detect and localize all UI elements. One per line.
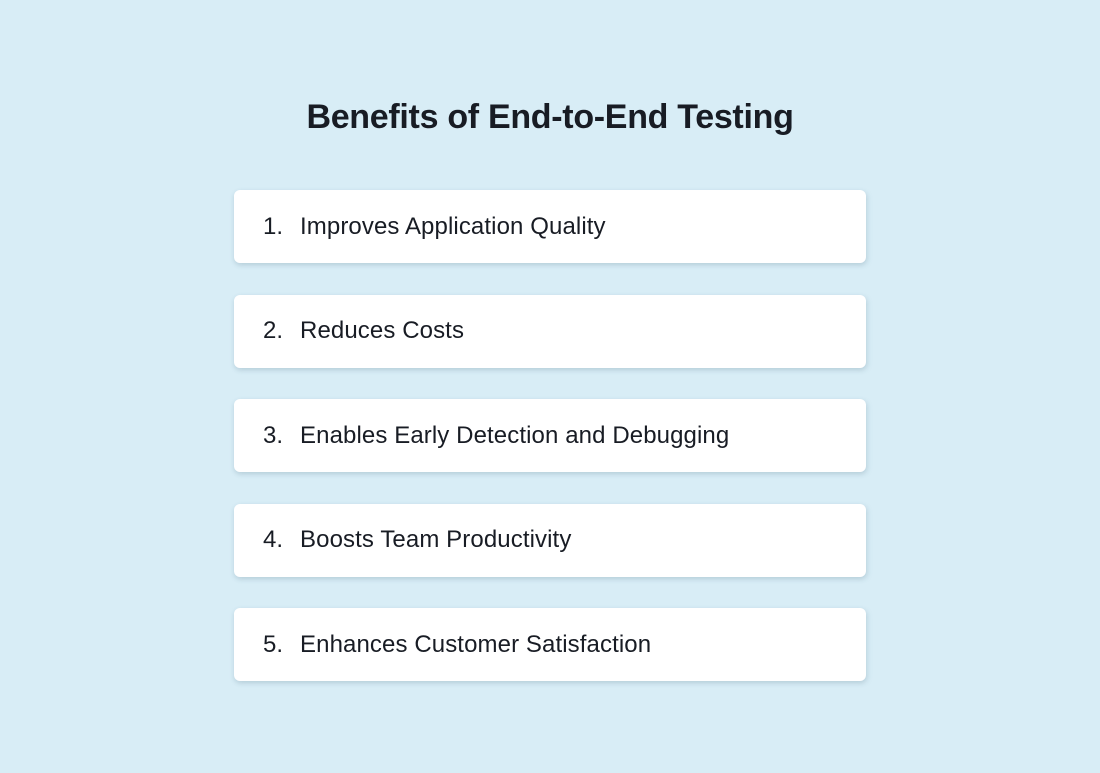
item-label: Improves Application Quality: [300, 212, 606, 240]
item-label: Enhances Customer Satisfaction: [300, 630, 652, 658]
item-label: Enables Early Detection and Debugging: [300, 421, 730, 449]
list-item: 5. Enhances Customer Satisfaction: [234, 608, 866, 681]
item-number: 5.: [263, 630, 284, 658]
item-number: 1.: [263, 212, 284, 240]
item-label: Reduces Costs: [300, 317, 465, 344]
list-item: 2. Reduces Costs: [234, 294, 866, 368]
list-item: 3. Enables Early Detection and Debugging: [234, 399, 866, 472]
benefits-list: 1. Improves Application Quality 2. Reduc…: [234, 190, 866, 681]
page-title: Benefits of End-to-End Testing: [306, 98, 794, 136]
item-number: 3.: [263, 421, 284, 449]
list-item: 1. Improves Application Quality: [234, 190, 866, 263]
item-label: Boosts Team Productivity: [300, 526, 572, 553]
item-number: 4.: [263, 526, 284, 553]
list-item: 4. Boosts Team Productivity: [234, 503, 866, 577]
item-number: 2.: [263, 317, 284, 344]
